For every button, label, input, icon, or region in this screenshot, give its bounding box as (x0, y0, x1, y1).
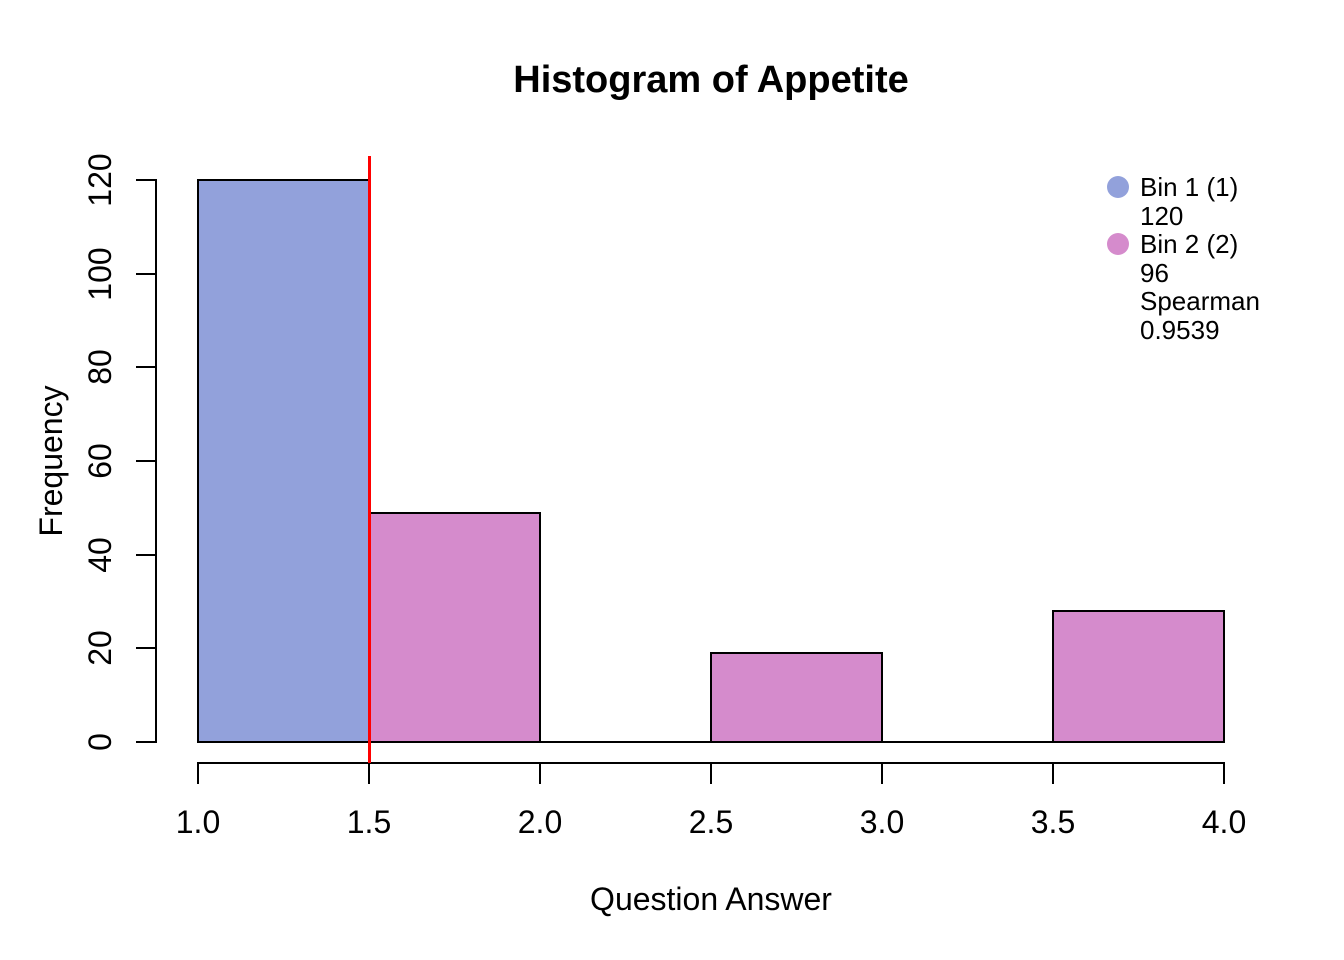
y-tick-label: 120 (82, 153, 118, 207)
legend-swatch-circle-icon (1107, 176, 1129, 199)
y-tick-label: 100 (82, 246, 118, 301)
x-tick-label: 2.5 (688, 804, 734, 840)
y-tick-label: 80 (82, 349, 118, 386)
y-tick (136, 366, 156, 369)
y-tick-label: 20 (82, 630, 118, 667)
x-tick (1052, 764, 1054, 784)
legend: Bin 1 (1) 120 Bin 2 (2) 96 Spearman 0.9539 (1107, 173, 1260, 344)
legend-entry: Bin 1 (1) (1107, 173, 1260, 202)
legend-subline: Spearman (1140, 286, 1260, 316)
chart-title: Histogram of Appetite (513, 59, 909, 101)
zero-baseline (197, 741, 1225, 743)
x-tick (197, 764, 199, 784)
x-tick-label: 3.0 (859, 804, 905, 840)
y-tick (136, 179, 156, 181)
y-tick (136, 272, 156, 275)
x-tick-label: 3.5 (1030, 804, 1076, 840)
x-tick (1223, 764, 1225, 784)
x-tick-label: 1.0 (175, 804, 221, 840)
x-axis-title: Question Answer (590, 881, 832, 917)
x-axis-line (197, 762, 1225, 764)
x-tick-label: 2.0 (517, 804, 563, 840)
y-tick-label: 60 (82, 443, 118, 479)
legend-subline: 0.9539 (1140, 314, 1220, 345)
legend-subline: 120 (1140, 200, 1184, 231)
y-axis-line (155, 179, 157, 743)
x-tick (881, 764, 883, 784)
legend-entry: Bin 2 (2) (1107, 230, 1260, 259)
x-tick (539, 764, 541, 784)
reference-line (368, 156, 371, 763)
legend-subline: 96 (1140, 257, 1169, 288)
histogram-bar (710, 652, 883, 743)
y-tick (136, 741, 156, 743)
y-tick (136, 553, 156, 556)
x-tick-label: 4.0 (1201, 804, 1247, 840)
x-tick-label: 1.5 (346, 804, 392, 840)
y-tick (136, 460, 156, 462)
histogram-bar (197, 179, 370, 743)
y-tick-label: 40 (82, 536, 118, 573)
x-tick (710, 764, 712, 784)
legend-swatch-circle-icon (1107, 233, 1129, 256)
legend-label: Bin 2 (2) (1140, 229, 1239, 259)
x-tick (368, 764, 370, 784)
y-tick-label: 0 (82, 733, 118, 751)
histogram-bar (368, 511, 541, 743)
histogram-bar (1052, 609, 1225, 743)
y-tick (136, 647, 156, 650)
legend-label: Bin 1 (1) (1140, 172, 1239, 202)
